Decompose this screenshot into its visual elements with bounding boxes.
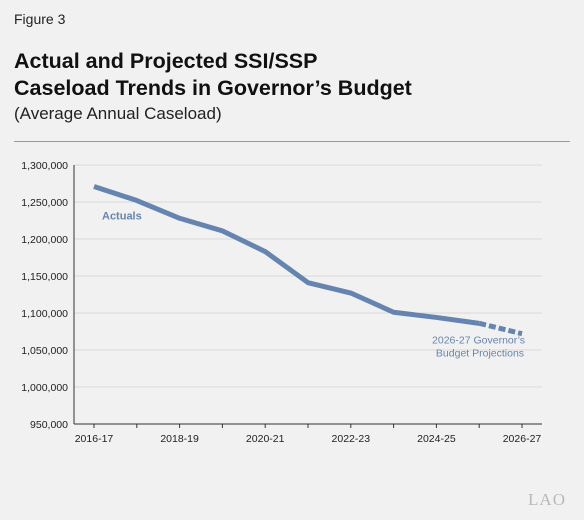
series-line-projections — [478, 320, 523, 337]
x-tick-label: 2026-27 — [503, 433, 542, 445]
x-tick-label: 2024-25 — [417, 433, 456, 445]
lao-logo: LAO — [528, 490, 566, 509]
annotation-actuals: Actuals — [102, 210, 142, 222]
figure-label: Figure 3 — [14, 11, 66, 27]
y-tick-label: 1,100,000 — [21, 308, 68, 320]
y-tick-label: 1,050,000 — [21, 345, 68, 357]
y-axis: 950,000 1,000,000 1,050,000 1,100,000 1,150,… — [21, 160, 75, 431]
x-tick-label: 2016-17 — [75, 433, 114, 445]
x-tick-label: 2020-21 — [246, 433, 285, 445]
x-tick-label: 2022-23 — [332, 433, 371, 445]
series-line-actuals — [93, 184, 480, 326]
chart-title: Actual and Projected SSI/SSP Caseload Tr… — [14, 48, 574, 102]
annotation-projections-line-1: 2026-27 Governor’s — [432, 335, 525, 347]
annotation-projections: 2026-27 Governor’s Budget Projections — [432, 335, 528, 360]
y-tick-label: 1,000,000 — [21, 382, 68, 394]
y-tick-label: 1,250,000 — [21, 197, 68, 209]
y-tick-label: 1,150,000 — [21, 271, 68, 283]
annotation-projections-line-2: Budget Projections — [436, 348, 524, 360]
y-tick-label: 1,200,000 — [21, 234, 68, 246]
x-tick-label: 2018-19 — [160, 433, 199, 445]
series-group — [93, 184, 523, 337]
y-tick-label: 1,300,000 — [21, 160, 68, 172]
chart-title-line-1: Actual and Projected SSI/SSP — [14, 49, 318, 73]
x-axis: 2016-17 2018-19 2020-21 2022-23 2024-25 2026-… — [74, 423, 542, 445]
chart-subtitle: (Average Annual Caseload) — [14, 104, 222, 123]
chart-title-line-2: Caseload Trends in Governor’s Budget — [14, 76, 412, 100]
y-tick-label: 950,000 — [30, 419, 68, 431]
title-divider — [14, 141, 570, 142]
gridlines — [74, 164, 542, 388]
